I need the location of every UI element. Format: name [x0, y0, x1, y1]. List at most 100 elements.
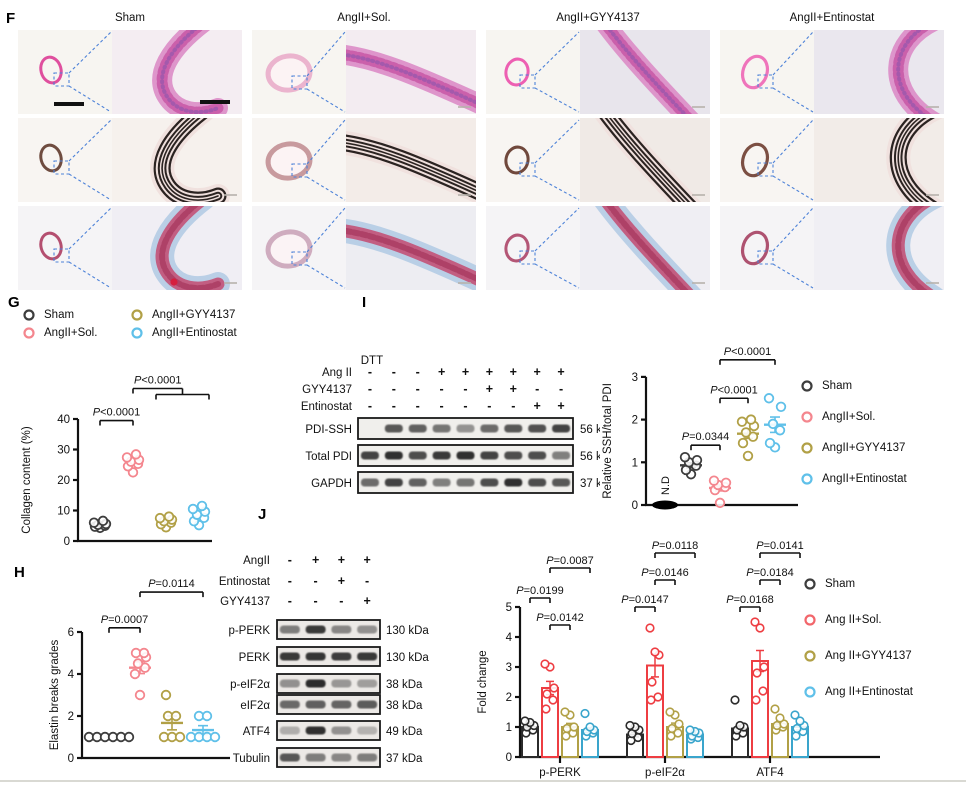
legend-marker-icon — [801, 379, 813, 392]
svg-text:P<0.0001: P<0.0001 — [134, 375, 181, 387]
svg-text:37 kDa: 37 kDa — [386, 753, 423, 765]
svg-text:N.D: N.D — [660, 476, 672, 495]
legend-marker-icon — [131, 327, 143, 339]
legend-item: Sham — [800, 370, 907, 401]
histology-he-angii-sol- — [252, 30, 476, 114]
svg-text:-: - — [440, 399, 444, 413]
svg-text:-: - — [416, 365, 420, 379]
svg-text:38 kDa: 38 kDa — [386, 679, 423, 691]
svg-text:+: + — [462, 365, 469, 379]
legend-item-label: AngII+Sol. — [822, 410, 876, 423]
panel-f-column-headers: Sham AngII+Sol. AngII+GYY4137 AngII+Enti… — [18, 12, 944, 24]
svg-text:-: - — [368, 365, 372, 379]
aorta-zoom-image — [580, 30, 710, 114]
svg-text:-: - — [463, 399, 467, 413]
aorta-zoom-image — [112, 30, 242, 114]
svg-text:Collagen content (%): Collagen content (%) — [21, 426, 33, 534]
histology-evg-angii-sol- — [252, 118, 476, 202]
svg-text:P=0.0141: P=0.0141 — [756, 540, 803, 552]
legend-item-label: AngII+GYY4137 — [152, 309, 236, 321]
fold-change-bar-chart: 0 1 2 3 4 5 Fold change p-PERK p-eIF2α ATF4 P=0.01… — [477, 540, 880, 779]
svg-text:-: - — [463, 382, 467, 396]
svg-text:PDI-SSH: PDI-SSH — [305, 424, 352, 436]
svg-text:+: + — [486, 365, 493, 379]
legend-item-label: AngII+Sol. — [44, 327, 98, 339]
svg-text:Tubulin: Tubulin — [233, 753, 270, 765]
svg-text:Entinostat: Entinostat — [301, 401, 353, 413]
histology-masson-sham — [18, 206, 242, 290]
svg-text:-: - — [416, 399, 420, 413]
svg-text:1: 1 — [632, 457, 638, 469]
svg-text:P=0.0118: P=0.0118 — [652, 540, 699, 552]
panel-g-legend: Sham AngII+Sol. AngII+GYY4137 AngII+Entinos… — [22, 306, 270, 342]
legend-item-label: Ang II+Sol. — [825, 614, 882, 626]
svg-text:+: + — [363, 594, 370, 608]
svg-text:-: - — [314, 594, 318, 608]
svg-text:P<0.0001: P<0.0001 — [724, 346, 771, 358]
legend-item: Ang II+Sol. — [803, 602, 913, 638]
svg-text:-: - — [511, 399, 515, 413]
svg-text:-: - — [559, 382, 563, 396]
legend-marker-icon — [804, 614, 816, 626]
svg-text:-: - — [392, 399, 396, 413]
histology-he-angii-entinostat — [720, 30, 944, 114]
svg-text:6: 6 — [68, 627, 74, 639]
svg-text:Relative SSH/total PDI: Relative SSH/total PDI — [602, 383, 614, 499]
svg-text:10: 10 — [57, 506, 70, 518]
svg-text:+: + — [312, 553, 319, 567]
svg-text:+: + — [338, 553, 345, 567]
legend-item: Ang II+GYY4137 — [803, 638, 913, 674]
histology-masson-angii-gyy4137 — [486, 206, 710, 290]
histology-evg-angii-entinostat — [720, 118, 944, 202]
svg-text:-: - — [392, 382, 396, 396]
legend-marker-icon — [801, 441, 813, 454]
svg-text:P=0.0146: P=0.0146 — [641, 567, 688, 579]
svg-text:38 kDa: 38 kDa — [386, 700, 423, 712]
svg-text:4: 4 — [68, 669, 75, 681]
svg-text:P=0.0147: P=0.0147 — [621, 594, 668, 606]
aorta-overview-image — [486, 118, 580, 202]
svg-text:-: - — [339, 594, 343, 608]
svg-text:+: + — [338, 574, 345, 588]
aorta-overview-image — [252, 30, 346, 114]
legend-marker-icon — [131, 309, 143, 321]
column-header-entinostat: AngII+Entinostat — [789, 12, 875, 24]
svg-text:Total PDI: Total PDI — [305, 451, 352, 463]
legend-marker-icon — [804, 686, 816, 698]
svg-text:-: - — [535, 382, 539, 396]
column-header-sham: Sham — [114, 12, 146, 24]
svg-text:+: + — [510, 365, 517, 379]
column-header-sol: AngII+Sol. — [337, 12, 391, 24]
aorta-zoom-image — [346, 118, 476, 202]
svg-text:p-eIF2α: p-eIF2α — [645, 767, 685, 779]
svg-text:P=0.0168: P=0.0168 — [726, 594, 773, 606]
legend-item: AngII+Sol. — [800, 401, 907, 432]
svg-text:0: 0 — [68, 753, 74, 765]
svg-text:GYY4137: GYY4137 — [302, 384, 352, 396]
svg-text:-: - — [440, 382, 444, 396]
svg-text:+: + — [486, 382, 493, 396]
svg-text:+: + — [557, 399, 564, 413]
legend-item: AngII+Entinostat — [800, 463, 907, 494]
histology-he-sham — [18, 30, 242, 114]
svg-text:-: - — [288, 594, 292, 608]
aorta-overview-image — [720, 206, 814, 290]
histology-evg-sham — [18, 118, 242, 202]
svg-text:P=0.0114: P=0.0114 — [148, 578, 195, 590]
aorta-zoom-image — [814, 118, 944, 202]
svg-text:P<0.0001: P<0.0001 — [93, 407, 140, 419]
svg-text:49 kDa: 49 kDa — [386, 726, 423, 738]
svg-text:p-PERK: p-PERK — [228, 625, 270, 637]
svg-text:5: 5 — [506, 602, 512, 614]
svg-text:PERK: PERK — [239, 652, 271, 664]
svg-text:2: 2 — [68, 711, 74, 723]
aorta-overview-image — [18, 30, 112, 114]
svg-text:56 kDa: 56 kDa — [580, 451, 600, 463]
collagen-content-scatter-chart: 0 10 20 30 40 Collagen content (%) P<0.0001 P<0… — [21, 375, 212, 548]
svg-text:0: 0 — [64, 536, 70, 548]
column-header-gyy4137: AngII+GYY4137 — [556, 12, 640, 24]
legend-item-label: AngII+Entinostat — [152, 327, 237, 339]
legend-item: AngII+Entinostat — [130, 324, 270, 342]
aorta-zoom-image — [112, 206, 242, 290]
